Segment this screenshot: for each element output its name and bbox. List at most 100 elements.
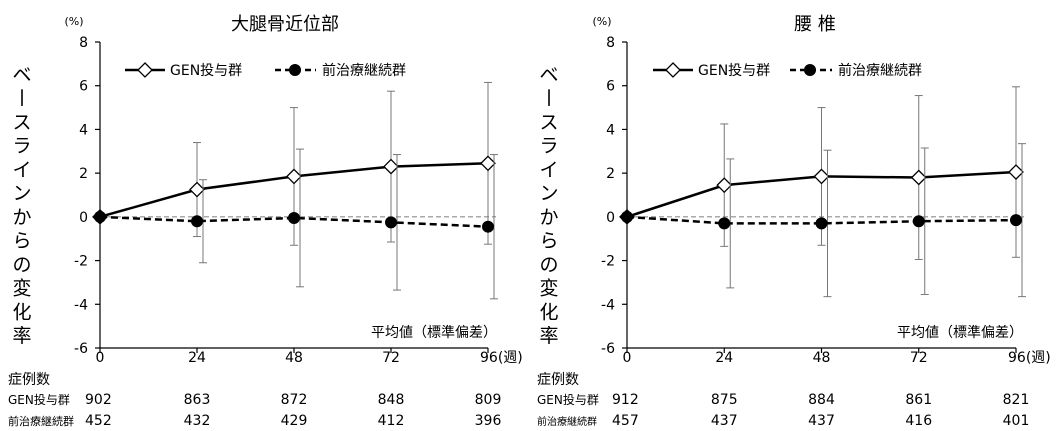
series-line xyxy=(626,215,1017,225)
y-axis-label-char: 変 xyxy=(12,278,31,300)
data-point xyxy=(383,158,399,175)
legend: GEN投与群 前治療継続群 xyxy=(653,62,922,79)
data-point xyxy=(718,217,731,230)
case-count: 429 xyxy=(281,413,308,429)
case-count: 457 xyxy=(612,413,639,429)
data-point xyxy=(813,168,830,185)
legend-gen-label: GEN投与群 xyxy=(698,63,770,79)
data-point xyxy=(286,168,302,185)
y-axis-label-char: ン xyxy=(12,183,31,205)
x-tick-label: 48 xyxy=(813,350,831,366)
x-tick-label: 48 xyxy=(285,350,303,366)
y-axis-label-char: ら xyxy=(12,230,31,252)
case-count: 412 xyxy=(378,413,405,429)
y-axis-label-char: か xyxy=(539,206,558,228)
case-count: 884 xyxy=(808,392,835,408)
y-tick-label: 0 xyxy=(79,210,88,226)
case-count: 416 xyxy=(905,413,932,429)
series-line xyxy=(99,215,489,228)
counts-row-label-prev: 前治療継続群 xyxy=(8,414,74,428)
data-point xyxy=(716,177,733,194)
legend-gen-marker xyxy=(137,62,153,78)
y-axis-label-char: イ xyxy=(12,159,31,181)
case-count: 875 xyxy=(711,392,738,408)
data-point xyxy=(94,210,106,223)
y-axis-label-char: ら xyxy=(539,230,558,252)
case-count: 861 xyxy=(905,392,932,408)
y-tick-label: 6 xyxy=(606,79,615,95)
x-tick-label: 72 xyxy=(382,350,400,366)
case-count: 863 xyxy=(184,392,211,408)
legend: GEN投与群 前治療継続群 xyxy=(125,62,406,79)
series-gen: 902 863 872 848 809 xyxy=(85,81,502,408)
x-tick-label: 96(週) xyxy=(480,350,523,366)
y-tick-label: -6 xyxy=(74,341,88,357)
y-tick-label: 2 xyxy=(606,166,615,182)
y-tick-label: 4 xyxy=(606,122,615,138)
case-count: 432 xyxy=(184,413,211,429)
data-point xyxy=(1010,214,1022,227)
y-axis-label-char: ベ xyxy=(12,64,31,86)
case-count: 809 xyxy=(475,392,502,408)
panel-right: 腰 椎 (%) GEN投与群 前治療継続群 平均値（標準偏差） 症例数 GEN投… xyxy=(537,14,1023,428)
case-count: 872 xyxy=(281,392,308,408)
case-count: 437 xyxy=(808,413,835,429)
y-axis-label-char: 率 xyxy=(539,325,558,347)
y-axis-label-char: ン xyxy=(539,183,558,205)
data-point xyxy=(480,155,496,172)
y-tick-label: -2 xyxy=(601,254,615,270)
y-axis-label-char: の xyxy=(12,254,31,276)
y-axis-label-char: 化 xyxy=(12,301,31,323)
case-count: 396 xyxy=(475,413,502,429)
y-axis-label-char: 化 xyxy=(539,301,558,323)
data-point xyxy=(482,220,494,233)
chart-title: 腰 椎 xyxy=(794,14,836,35)
legend-prev-label: 前治療継続群 xyxy=(322,62,406,79)
x-tick-label: 24 xyxy=(188,350,206,366)
y-tick-label: 0 xyxy=(606,210,615,226)
y-axis-label-char: ベ xyxy=(539,64,558,86)
data-point xyxy=(910,169,927,186)
counts-row-label-gen: GEN投与群 xyxy=(8,392,70,407)
counts-header: 症例数 xyxy=(537,372,579,388)
data-point xyxy=(621,210,633,223)
note-label: 平均値（標準偏差） xyxy=(371,325,497,341)
y-axis-label-char: ス xyxy=(539,111,558,133)
case-count: 902 xyxy=(85,392,112,408)
counts-row-label-gen: GEN投与群 xyxy=(537,392,599,407)
y-axis-label-char: か xyxy=(12,206,31,228)
legend-gen-label: GEN投与群 xyxy=(170,63,242,79)
y-axis-label-char: の xyxy=(539,254,558,276)
data-point xyxy=(191,215,203,228)
y-axis-label-char: ラ xyxy=(12,135,31,157)
case-count: 848 xyxy=(378,392,405,408)
x-tick-label: 96(週) xyxy=(1008,350,1051,366)
x-tick-label: 0 xyxy=(623,350,632,366)
y-tick-label: 4 xyxy=(79,122,88,138)
case-count: 437 xyxy=(711,413,738,429)
data-point xyxy=(912,215,925,228)
y-tick-label: -6 xyxy=(601,341,615,357)
y-axis-label-char: ラ xyxy=(539,135,558,157)
x-tick-label: 24 xyxy=(715,350,733,366)
y-tick-label: -4 xyxy=(601,297,615,313)
y-unit-label: (%) xyxy=(64,15,83,28)
data-point xyxy=(385,216,397,229)
case-count: 912 xyxy=(612,392,639,408)
case-count: 821 xyxy=(1003,392,1030,408)
y-tick-label: 8 xyxy=(79,35,88,51)
y-tick-label: -2 xyxy=(74,254,88,270)
legend-prev-label: 前治療継続群 xyxy=(838,62,922,79)
case-count: 452 xyxy=(85,413,112,429)
y-tick-label: 2 xyxy=(79,166,88,182)
legend-prev-marker xyxy=(289,64,301,76)
series-prev: 457 437 437 416 401 xyxy=(612,143,1029,429)
y-unit-label: (%) xyxy=(592,15,611,28)
data-point xyxy=(815,217,828,230)
legend-gen-marker xyxy=(665,62,681,78)
chart-title: 大腿骨近位部 xyxy=(231,14,339,35)
x-tick-label: 72 xyxy=(910,350,928,366)
